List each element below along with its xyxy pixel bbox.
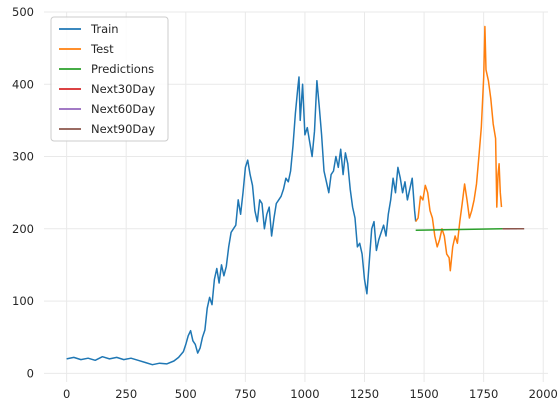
y-tick-label: 400 bbox=[12, 77, 34, 91]
legend-box bbox=[50, 16, 169, 142]
y-tick-label: 0 bbox=[27, 366, 34, 380]
legend-label: Next60Day bbox=[91, 102, 155, 116]
y-tick-label: 300 bbox=[12, 150, 34, 164]
y-tick-label: 100 bbox=[12, 294, 34, 308]
x-tick-label: 0 bbox=[63, 387, 70, 401]
legend-label: Train bbox=[90, 22, 119, 36]
x-tick-label: 1000 bbox=[290, 387, 319, 401]
x-axis: 0 250 500 750 1000 1250 1500 1750 2000 bbox=[63, 387, 558, 401]
x-tick-label: 2000 bbox=[529, 387, 558, 401]
y-tick-label: 200 bbox=[12, 222, 34, 236]
series-layer bbox=[66, 25, 525, 366]
series-line-train bbox=[66, 76, 417, 366]
y-axis: 0 100 200 300 400 500 bbox=[12, 5, 34, 380]
x-tick-label: 250 bbox=[115, 387, 137, 401]
legend-label: Next30Day bbox=[91, 82, 155, 96]
x-tick-label: 1750 bbox=[469, 387, 498, 401]
y-tick-label: 500 bbox=[12, 5, 34, 19]
legend-label: Next90Day bbox=[91, 122, 155, 136]
x-tick-label: 1500 bbox=[409, 387, 438, 401]
x-tick-label: 750 bbox=[234, 387, 256, 401]
series-line-test bbox=[415, 25, 503, 272]
legend-label: Test bbox=[90, 42, 114, 56]
x-tick-label: 1250 bbox=[350, 387, 379, 401]
x-tick-label: 500 bbox=[175, 387, 197, 401]
legend-label: Predictions bbox=[91, 62, 154, 76]
series-line-predictions bbox=[415, 228, 503, 231]
legend: Train Test Predictions Next30Day Next60Day Ne… bbox=[50, 16, 169, 142]
